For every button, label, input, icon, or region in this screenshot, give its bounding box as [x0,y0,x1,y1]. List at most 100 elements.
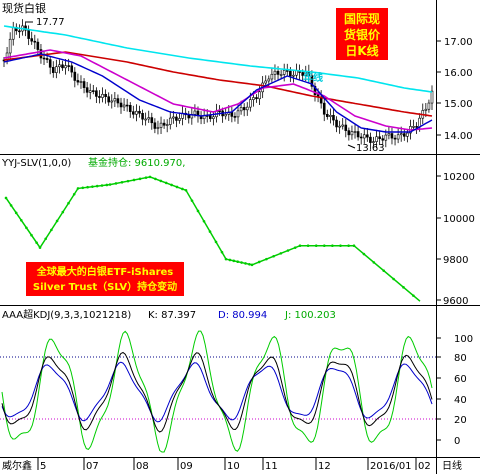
annual-ma-line [3,25,433,93]
fund-dot [67,201,70,205]
candle-body [64,65,67,69]
candle-body [172,116,175,119]
candle-body [33,40,37,43]
ytick-label: 10000 [443,214,475,225]
banner-mid-line: 全球最大的白银ETF-iShares [36,265,174,278]
fund-dot [293,246,297,249]
fund-dot [154,177,157,181]
fund-dot [159,179,163,183]
fund-dot [44,237,47,241]
candle-body [101,93,104,98]
candle-body [8,38,12,54]
fund-dot [35,241,38,244]
candle-body [82,81,86,88]
candle-body [175,116,178,121]
fund-dot [190,199,194,202]
fund-dot [30,233,33,237]
candle-body [347,130,351,136]
candle-body [285,70,289,72]
fund-dot [164,181,168,185]
fund-dot [132,178,136,182]
mid-panel-title: YYJ-SLV(1,0,0) [1,158,71,169]
candle-body [399,133,403,136]
candlesticks [2,19,434,150]
fund-dot [272,254,275,258]
candle-body [159,122,163,128]
candle-body [55,66,58,73]
banner-top: 国际现 货银价 日K线 [336,8,388,60]
candle-body [132,111,135,115]
fund-dot [105,183,109,187]
ytick-label: 10200 [443,172,475,183]
candle-body [412,126,415,128]
candle-body [24,25,27,31]
ytick-label: 15.00 [444,99,473,110]
candle-body [95,90,98,97]
candle-body [424,108,428,111]
fund-dot [144,176,148,179]
fund-dot [86,185,89,189]
candle-body [353,131,357,133]
candle-body [335,119,338,128]
candle-body [236,110,240,118]
banner-top-line: 货银价 [344,27,381,42]
candle-body [242,107,246,111]
fund-dot [91,185,94,188]
ma-mid-line [3,49,433,131]
fund-dot [362,252,366,256]
candle-body [45,58,49,60]
kdj-k-label: K: 87.397 [148,310,196,321]
candle-body [70,65,74,73]
candle-body [58,64,61,68]
fund-dot [352,244,356,248]
xtick-label: 09 [180,461,193,472]
fund-dot [184,188,188,192]
ytick-label: 14.00 [444,131,473,142]
candle-body [233,116,237,118]
candle-body [212,116,215,119]
xtick-label: 5 [40,461,46,472]
fund-dot [9,204,13,207]
fund-dot [240,261,243,264]
kdj-j-line [1,330,433,453]
candle-body [393,137,397,140]
candle-body [125,104,129,107]
fund-holding-dots [4,175,415,297]
candle-body [110,100,114,103]
candle-body [107,96,110,103]
ma-fast-line [3,53,433,133]
candle-body [418,117,421,128]
fund-dot [323,244,326,248]
fund-dot [286,249,290,252]
fund-dot [108,183,112,186]
peak-label: 17.77 [36,17,65,28]
candle-body [362,134,366,139]
candle-body [313,86,317,95]
fund-dot [20,219,23,222]
ytick-label: 80 [454,353,467,364]
candle-body [427,102,431,110]
candle-body [88,90,92,93]
xtick-label: 07 [86,461,99,472]
candle-body [415,126,418,128]
kdj-k-line [1,351,433,433]
fund-dot [81,186,85,190]
fund-dot [202,219,206,223]
candle-body [51,67,55,73]
candle-body [141,113,144,120]
candle-body [359,136,363,139]
fund-dot [61,210,65,214]
candle-body [36,41,40,50]
fund-dot [314,244,318,248]
candle-body [381,138,385,141]
candle-body [48,59,52,68]
candle-body [245,106,249,111]
banner-mid: 全球最大的白银ETF-iShares Silver Trust（SLV）持仓变动 [26,262,184,296]
candle-body [329,114,332,117]
fund-dot [232,259,236,263]
fund-dot [306,244,310,248]
banner-mid-line: Silver Trust（SLV）持仓变动 [33,280,177,293]
candle-body [249,99,252,108]
fund-dot [208,230,212,233]
